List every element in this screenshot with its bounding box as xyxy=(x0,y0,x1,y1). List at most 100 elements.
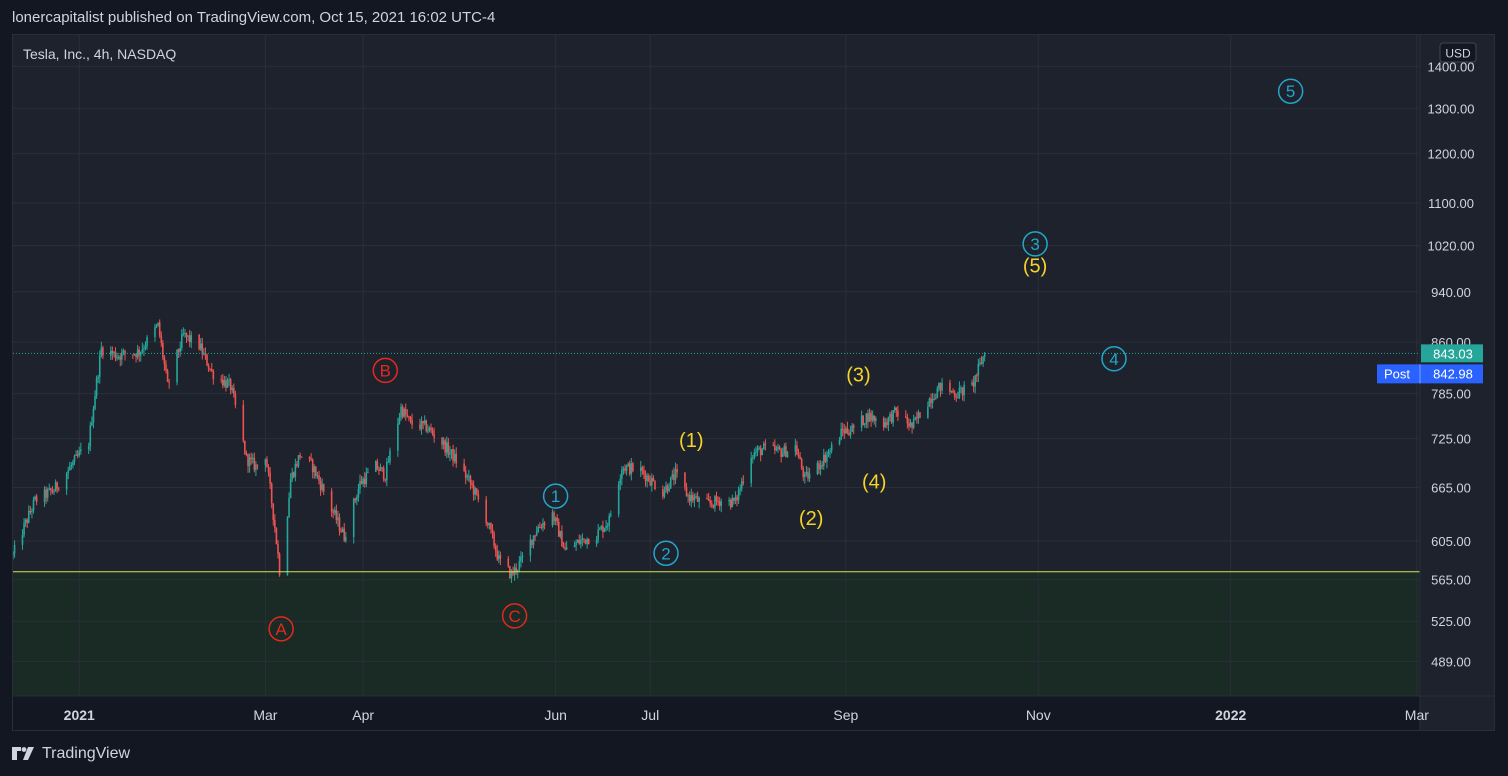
candle-body xyxy=(535,531,538,536)
candle-body xyxy=(753,452,756,458)
candle-body xyxy=(494,546,497,552)
candle-body xyxy=(143,348,145,350)
candle-body xyxy=(360,480,363,484)
wave-labels[interactable]: A B C 1 2 3 4 5 (1) (2) (3) (4) (5) xyxy=(268,78,1304,642)
wave-paren-5[interactable]: (5) xyxy=(1023,255,1047,277)
candle-body xyxy=(852,425,855,428)
candle-body xyxy=(742,481,745,484)
wave-4-text: 4 xyxy=(1109,350,1118,369)
candle-body xyxy=(318,475,320,481)
wave-paren-4[interactable]: (4) xyxy=(862,472,886,494)
post-price-tag xyxy=(1377,364,1483,384)
candle-body xyxy=(188,335,191,343)
candle-body xyxy=(155,325,158,328)
wave-paren-5-text: (5) xyxy=(1023,255,1047,277)
wave-paren-2[interactable]: (2) xyxy=(799,508,823,530)
candle-body xyxy=(212,370,215,380)
candle-body xyxy=(975,375,978,377)
candle-body xyxy=(627,463,629,466)
candle-body xyxy=(808,473,811,479)
candle-body xyxy=(379,467,382,472)
candle-body xyxy=(936,388,939,398)
candle-body xyxy=(830,444,833,451)
candle-body xyxy=(654,481,656,490)
candle-body xyxy=(95,378,98,397)
candle-body xyxy=(595,539,598,544)
wave-1[interactable]: 1 xyxy=(542,483,569,509)
footer[interactable]: TradingView xyxy=(12,745,130,763)
candle-body xyxy=(908,423,910,427)
wave-1-ring xyxy=(542,483,569,509)
candle-body xyxy=(693,497,696,501)
wave-B-ring xyxy=(372,357,399,384)
candle-body xyxy=(70,465,73,467)
candle-body xyxy=(729,499,732,508)
candle-body xyxy=(292,472,295,477)
candle-body xyxy=(871,415,874,421)
candle-body xyxy=(198,334,200,350)
candle-body xyxy=(256,464,259,466)
candle-body xyxy=(109,350,112,356)
candle-body xyxy=(31,510,33,513)
candle-body xyxy=(499,555,502,559)
candle-body xyxy=(433,433,435,438)
price-tick-label: 1400.00 xyxy=(1428,59,1475,74)
candle-body xyxy=(352,498,355,537)
wave-4[interactable]: 4 xyxy=(1101,346,1127,372)
wave-4-ring xyxy=(1101,346,1127,372)
candle-body xyxy=(43,489,46,502)
candle-body xyxy=(242,404,245,441)
candle-body xyxy=(674,469,677,481)
candle-body xyxy=(310,458,312,460)
price-tick-label: 489.00 xyxy=(1431,654,1471,669)
candle-body xyxy=(199,343,202,350)
price-axis-labels: 489.00 525.00 565.00 605.00 665.00 725.00 785.… xyxy=(1428,59,1475,669)
candle-body xyxy=(403,408,405,417)
wave-5[interactable]: 5 xyxy=(1277,78,1304,104)
candle-body xyxy=(728,499,730,502)
candle-body xyxy=(706,497,708,500)
candle-body xyxy=(931,399,934,404)
candle-body xyxy=(772,444,775,446)
wave-B[interactable]: B xyxy=(372,357,399,384)
candle-body xyxy=(428,427,431,431)
wave-paren-3[interactable]: (3) xyxy=(846,365,870,387)
candle-body xyxy=(974,375,976,387)
candle-body xyxy=(231,388,234,390)
wave-C[interactable]: C xyxy=(501,603,528,629)
candle-body xyxy=(897,410,899,417)
candle-body xyxy=(886,422,888,425)
candle-body xyxy=(628,463,631,475)
wave-B-text: B xyxy=(380,361,391,380)
candle-body xyxy=(447,442,450,455)
chart-frame xyxy=(12,34,1495,731)
wave-A[interactable]: A xyxy=(268,616,294,642)
candle-body xyxy=(688,495,691,502)
price-tick-label: 725.00 xyxy=(1431,432,1471,447)
wave-paren-4-text: (4) xyxy=(862,472,886,494)
candle-body xyxy=(92,408,95,423)
candle-body xyxy=(493,533,495,547)
wave-3[interactable]: 3 xyxy=(1022,231,1048,257)
wave-2-text: 2 xyxy=(661,544,670,563)
candle-body xyxy=(950,390,953,392)
candle-body xyxy=(251,457,254,459)
candle-body xyxy=(185,332,188,337)
wave-2[interactable]: 2 xyxy=(653,540,679,567)
candle-body xyxy=(102,347,104,356)
wave-paren-1[interactable]: (1) xyxy=(679,430,703,452)
candle-body xyxy=(201,343,204,355)
candle-body xyxy=(557,521,560,537)
candle-body xyxy=(630,463,633,475)
currency-button[interactable]: USD xyxy=(1439,42,1477,63)
candle-body xyxy=(53,491,55,493)
candle-body xyxy=(269,472,271,484)
candle-body xyxy=(805,472,808,474)
post-tag-label: Post xyxy=(1384,366,1410,381)
price-tick-label: 665.00 xyxy=(1431,481,1471,496)
candle-body xyxy=(117,356,120,358)
candle-body xyxy=(622,468,625,470)
candle-body xyxy=(54,482,57,492)
candle-body xyxy=(983,354,986,357)
